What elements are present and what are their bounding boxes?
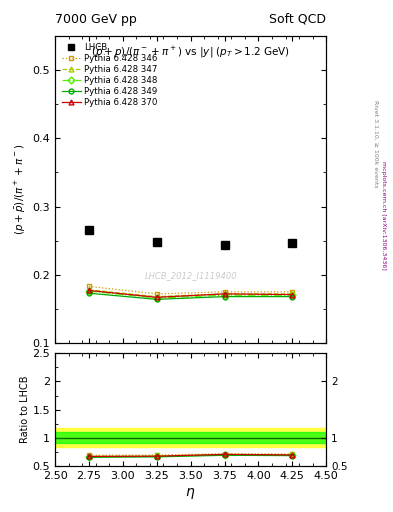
Text: Rivet 3.1.10, ≥ 100k events: Rivet 3.1.10, ≥ 100k events	[373, 99, 378, 187]
Text: LHCB_2012_I1119400: LHCB_2012_I1119400	[144, 271, 237, 280]
Text: $(\bar{p}+p)/(\pi^-+\pi^+)$ vs $|y|$ $(p_T > 1.2$ GeV$)$: $(\bar{p}+p)/(\pi^-+\pi^+)$ vs $|y|$ $(p…	[91, 45, 290, 60]
Legend: LHCB, Pythia 6.428 346, Pythia 6.428 347, Pythia 6.428 348, Pythia 6.428 349, Py: LHCB, Pythia 6.428 346, Pythia 6.428 347…	[59, 40, 160, 110]
Y-axis label: $(p+\bar{p})/(\pi^+ + \pi^-)$: $(p+\bar{p})/(\pi^+ + \pi^-)$	[13, 144, 28, 235]
Bar	[55, 432, 326, 443]
Text: mcplots.cern.ch [arXiv:1306.3436]: mcplots.cern.ch [arXiv:1306.3436]	[381, 161, 386, 269]
X-axis label: $\eta$: $\eta$	[185, 486, 196, 501]
Text: Soft QCD: Soft QCD	[269, 13, 326, 26]
Y-axis label: Ratio to LHCB: Ratio to LHCB	[20, 376, 29, 443]
Text: 7000 GeV pp: 7000 GeV pp	[55, 13, 137, 26]
Bar	[55, 428, 326, 447]
